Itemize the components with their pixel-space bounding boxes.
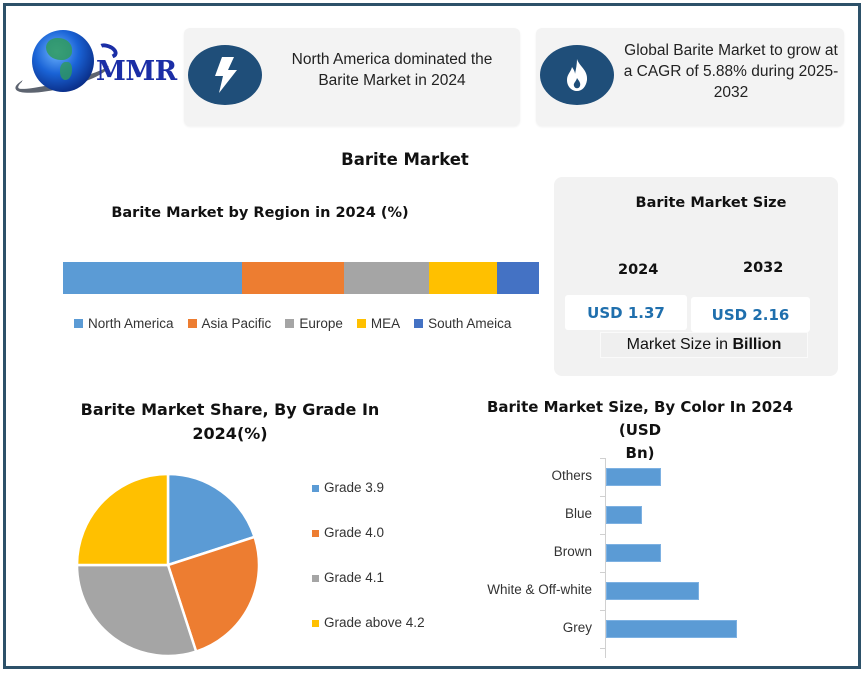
bar-row: Others (470, 458, 800, 496)
unit-prefix: Market Size in (626, 336, 733, 353)
legend-swatch (312, 575, 319, 582)
grade-chart-title: Barite Market Share, By Grade In 2024(%) (70, 398, 390, 446)
axis-tick (600, 610, 606, 611)
region-segment-north-america (63, 262, 242, 294)
legend-label: North America (88, 316, 174, 331)
region-segment-mea (429, 262, 498, 294)
region-segment-europe (343, 262, 430, 294)
info-card-cagr: Global Barite Market to grow at a CAGR o… (536, 28, 844, 126)
market-value-2032: USD 2.16 (691, 297, 810, 332)
legend-item: Asia Pacific (187, 316, 272, 331)
region-segment-asia-pacific (241, 262, 344, 294)
market-value-2024: USD 1.37 (565, 295, 687, 330)
year-2032-label: 2032 (743, 260, 784, 276)
bar-white-off-white (606, 582, 699, 600)
legend-item: Grade above 4.2 (312, 615, 425, 660)
market-size-unit: Market Size in Billion (600, 332, 808, 358)
legend-item: MEA (356, 316, 401, 331)
info-card-text: North America dominated the Barite Marke… (291, 51, 493, 89)
grade-legend: Grade 3.9 Grade 4.0 Grade 4.1 Grade above 4… (312, 480, 425, 660)
legend-label: Europe (299, 316, 343, 331)
legend-item: Grade 3.9 (312, 480, 425, 525)
axis-tick (600, 496, 606, 497)
legend-swatch (312, 620, 319, 627)
region-stacked-bar (63, 262, 539, 294)
globe-land-shape (60, 62, 72, 80)
legend-label: South Ameica (428, 316, 512, 331)
bar-grey (606, 620, 738, 638)
color-bar-chart: Others Blue Brown White & Off-white Grey (470, 458, 800, 658)
region-chart-title: Barite Market by Region in 2024 (%) (111, 205, 409, 221)
color-chart-title-line: Barite Market Size, By Color In 2024 (US… (486, 398, 794, 439)
legend-label: Asia Pacific (201, 316, 272, 331)
bar-row: Grey (470, 610, 800, 648)
legend-label: Grade 4.1 (324, 570, 385, 585)
legend-swatch (356, 319, 366, 328)
bar-blue (606, 506, 642, 524)
bar-others (606, 468, 661, 486)
legend-item: Grade 4.0 (312, 525, 425, 570)
grade-pie-chart (75, 472, 261, 658)
bar-row: Blue (470, 496, 800, 534)
bar-label: White & Off-white (487, 582, 592, 597)
region-legend: North America Asia Pacific Europe MEA South … (74, 316, 511, 331)
pie-slice-grade-above-4-2 (75, 472, 170, 567)
legend-label: Grade above 4.2 (324, 615, 425, 630)
legend-label: MEA (370, 316, 401, 331)
bar-brown (606, 544, 661, 562)
grade-chart-title-line: Barite Market Share, By Grade In (80, 400, 380, 419)
bar-label: Others (551, 468, 592, 483)
logo-text: MMR (96, 56, 177, 87)
color-chart-title-line: Bn) (625, 444, 655, 462)
legend-swatch (187, 319, 197, 328)
market-size-card: Barite Market Size 2024 2032 USD 1.37 US… (554, 177, 838, 376)
bar-row: Brown (470, 534, 800, 572)
bar-label: Grey (562, 620, 592, 635)
legend-swatch (312, 530, 319, 537)
globe-land-shape (46, 38, 72, 60)
bar-label: Blue (564, 506, 592, 521)
legend-item: Grade 4.1 (312, 570, 425, 615)
legend-item: Europe (285, 316, 343, 331)
pie-slice-grade-3-9 (166, 472, 257, 567)
info-card-text: Global Barite Market to grow at a CAGR o… (623, 42, 839, 101)
flame-icon (540, 45, 614, 105)
grade-chart-title-line: 2024(%) (192, 424, 268, 443)
legend-label: Grade 3.9 (324, 480, 385, 495)
axis-tick (600, 534, 606, 535)
bar-row: White & Off-white (470, 572, 800, 610)
legend-label: Grade 4.0 (324, 525, 385, 540)
info-card-region: North America dominated the Barite Marke… (184, 28, 520, 126)
page-title: Barite Market (341, 150, 469, 169)
axis-tick (600, 572, 606, 573)
bar-label: Brown (553, 544, 592, 559)
legend-swatch (285, 319, 295, 328)
legend-swatch (74, 319, 83, 328)
axis-tick (600, 458, 606, 459)
legend-item: South Ameica (414, 316, 511, 331)
unit-bold: Billion (732, 336, 782, 353)
mmr-logo: MMR (12, 28, 177, 100)
year-2024-label: 2024 (618, 262, 659, 278)
legend-item: North America (74, 316, 174, 331)
pie-slice-grade-4-1 (75, 563, 198, 658)
legend-swatch (414, 319, 424, 328)
lightning-bolt-icon (188, 45, 262, 105)
region-segment-south-ameica (497, 262, 539, 294)
y-axis-line (605, 458, 606, 658)
axis-tick (600, 648, 606, 649)
color-chart-title: Barite Market Size, By Color In 2024 (US… (470, 396, 810, 465)
legend-swatch (312, 485, 319, 492)
pie-slice-grade-4-0 (166, 535, 261, 654)
market-size-title: Barite Market Size (635, 195, 787, 211)
